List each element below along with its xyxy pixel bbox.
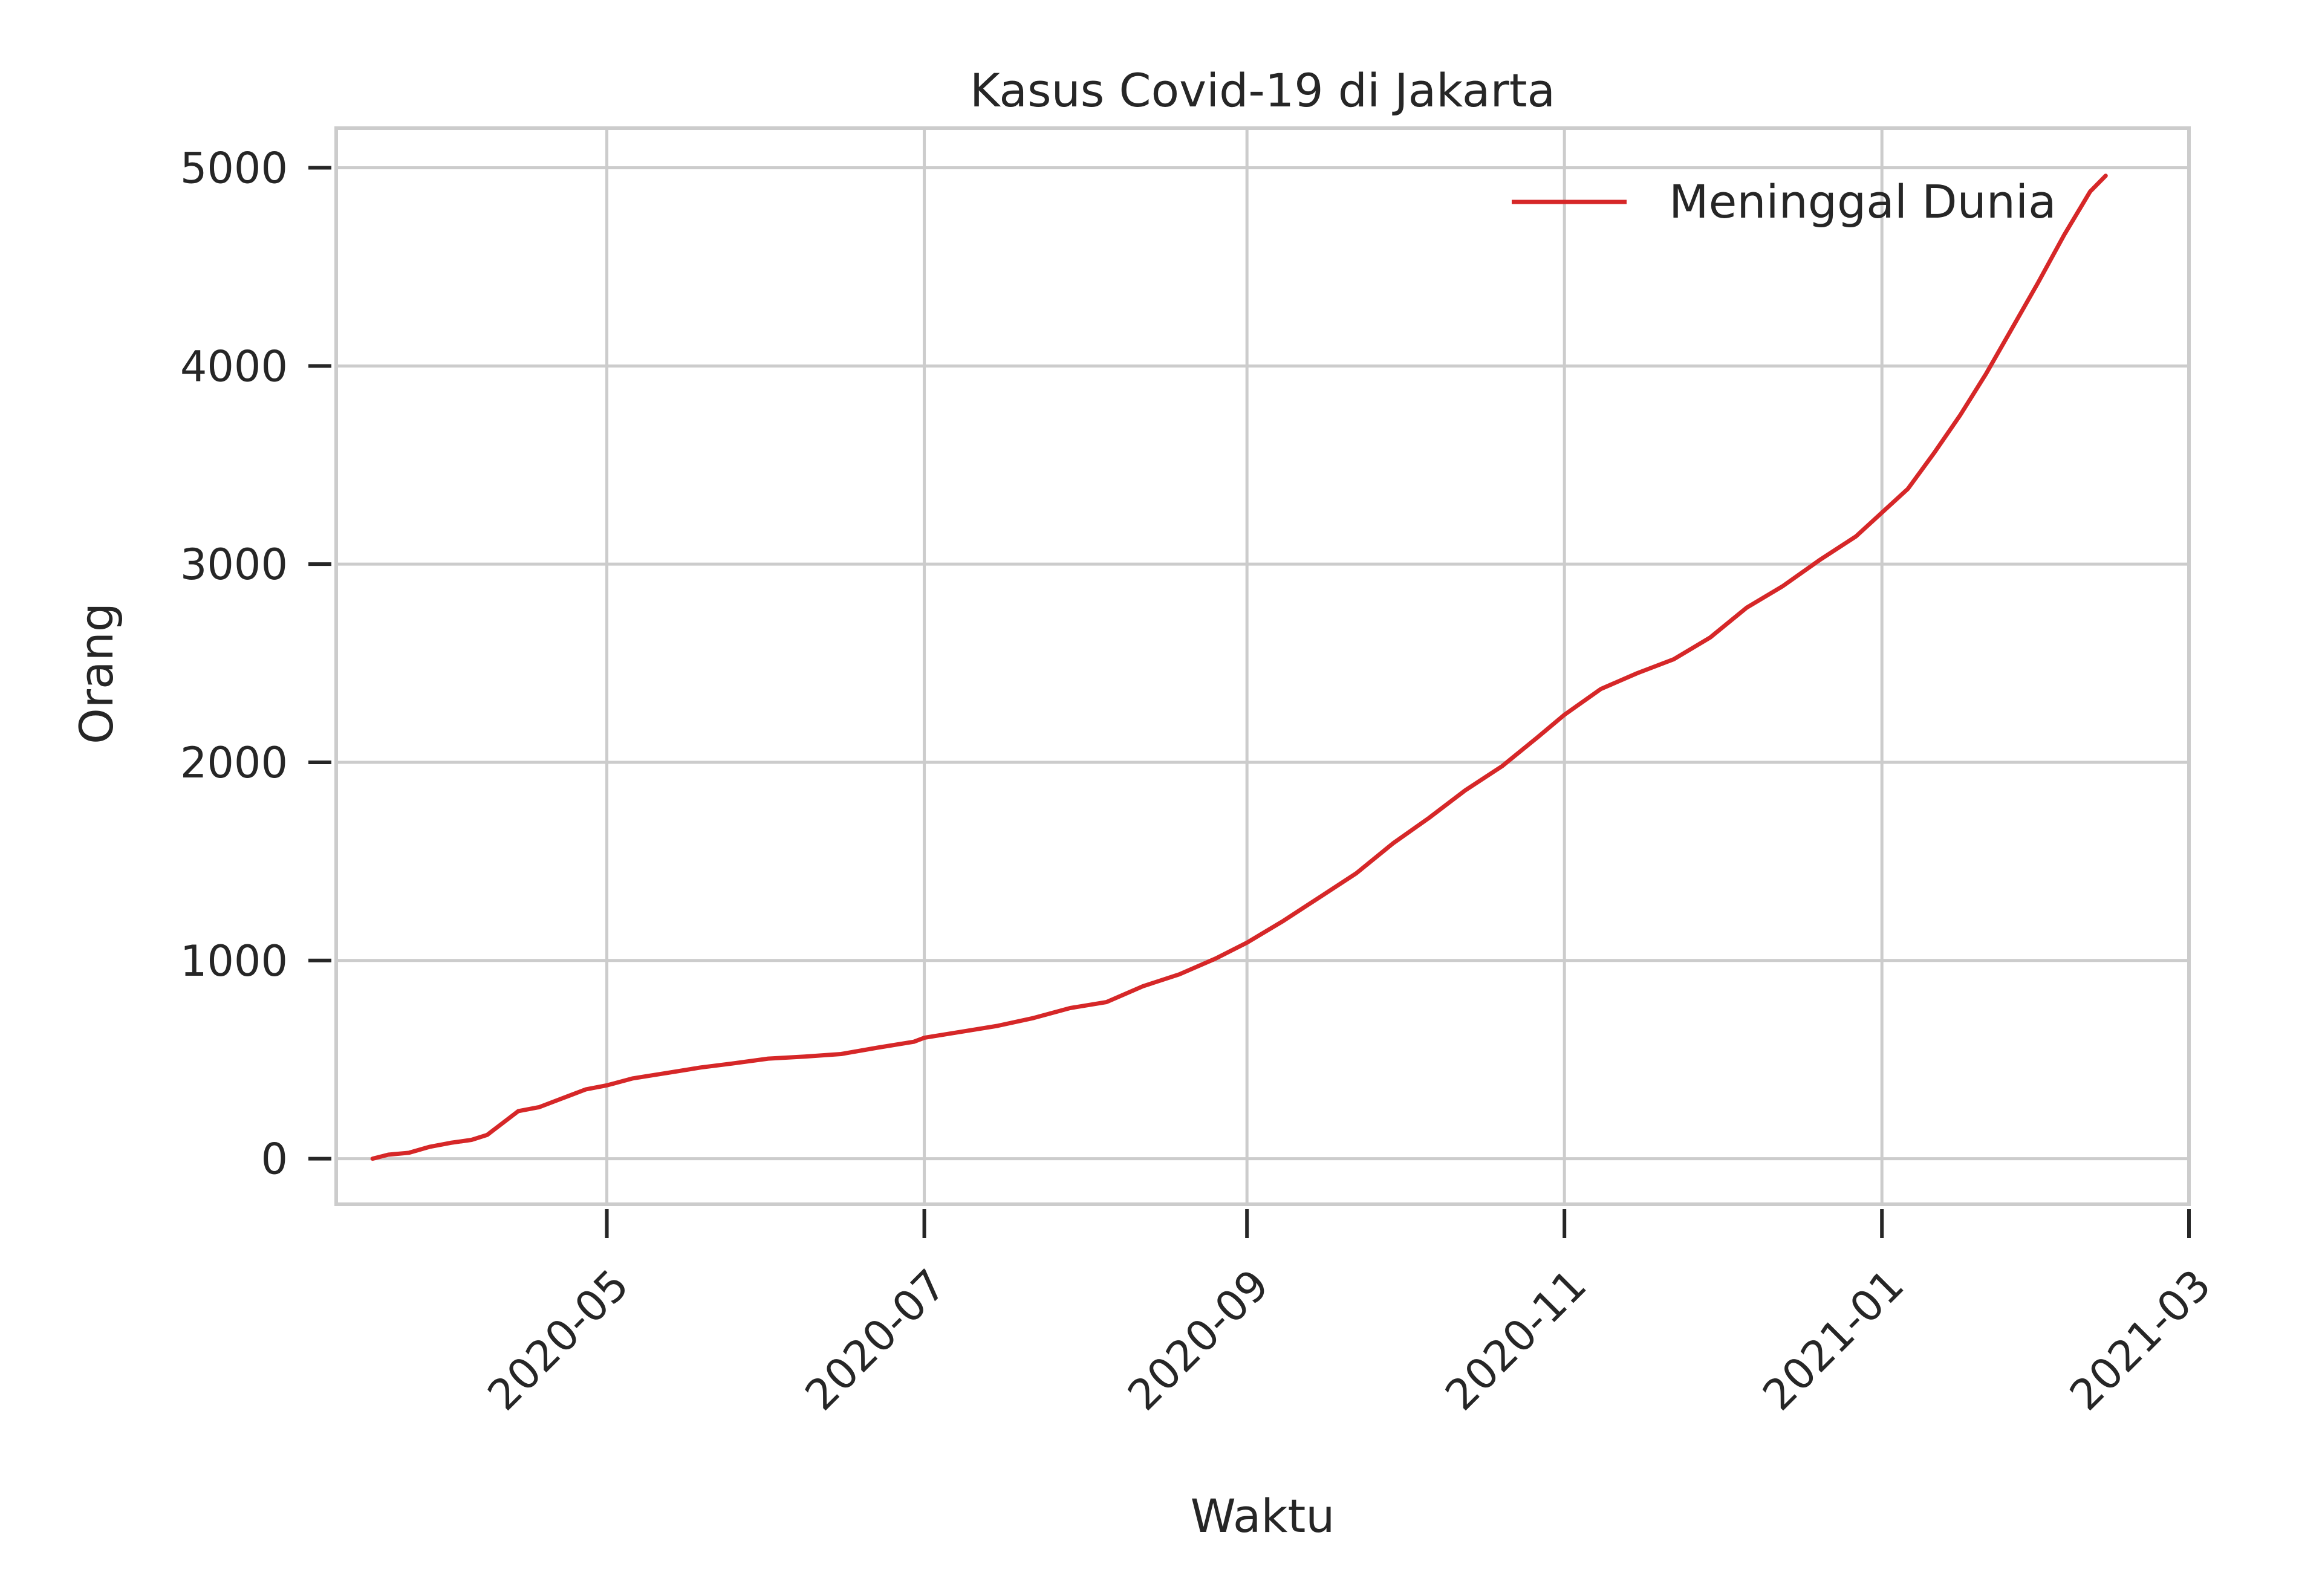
x-tick-label: 2020-05 — [478, 1260, 639, 1420]
series-line-meninggal-dunia — [370, 174, 2108, 1161]
gridlines — [336, 128, 2191, 1204]
y-tick-label: 5000 — [180, 144, 288, 193]
legend-label-meninggal-dunia: Meninggal Dunia — [1669, 175, 2057, 229]
y-tick-label: 4000 — [180, 342, 288, 391]
x-tick-label: 2020-09 — [1118, 1260, 1278, 1420]
x-axis-label: Waktu — [1191, 1489, 1335, 1543]
x-tick-label: 2020-07 — [796, 1260, 956, 1420]
axis-ticks: 0 1000 2000 3000 4000 5000 2020-05 2020-07 2020-… — [180, 144, 2220, 1420]
x-tick-label: 2020-11 — [1436, 1260, 1596, 1420]
x-tick-label: 2021-01 — [1753, 1260, 1913, 1420]
x-tick-label: 2021-03 — [2060, 1260, 2220, 1420]
y-axis-label: Orang — [70, 603, 123, 744]
y-tick-label: 0 — [261, 1135, 288, 1184]
series-layer — [370, 174, 2108, 1161]
chart-title: Kasus Covid-19 di Jakarta — [970, 63, 1555, 117]
y-tick-label: 2000 — [180, 738, 288, 788]
y-tick-label: 1000 — [180, 936, 288, 986]
legend: Meninggal Dunia — [1512, 175, 2057, 229]
plot-frame — [334, 126, 2191, 1206]
y-tick-label: 3000 — [180, 540, 288, 589]
